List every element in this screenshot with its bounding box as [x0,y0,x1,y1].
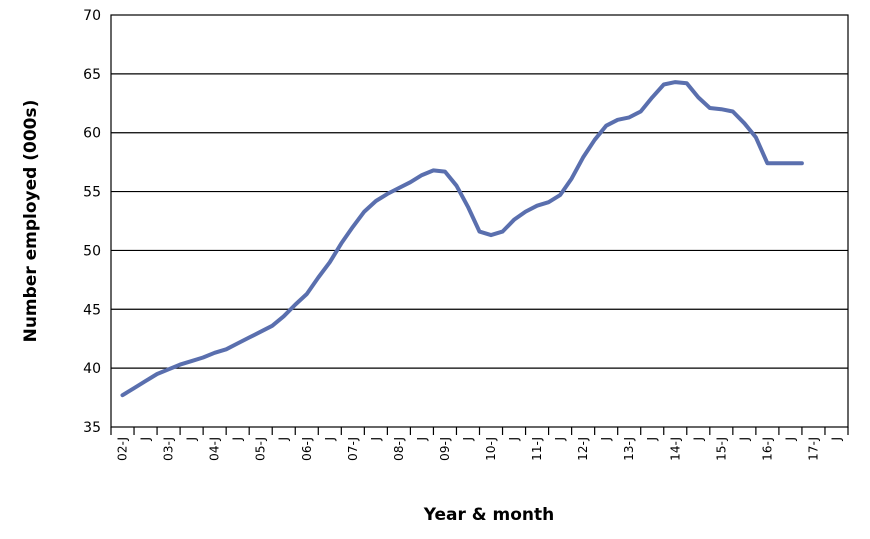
x-tick-label: 17-J [806,437,820,461]
x-tick-label: 09-J [438,437,452,461]
y-axis-title: Number employed (000s) [21,100,41,343]
x-tick-label: 11-J [530,437,544,461]
x-tick-label: 15-J [714,437,728,461]
x-tick-label: 12-J [576,437,590,461]
y-tick-label: 60 [83,126,101,142]
x-tick-label: J [507,437,521,442]
series-line [120,80,804,398]
x-tick-label: 03-J [162,437,176,461]
x-axis-title: Year & month [423,505,555,525]
x-tick-label: J [829,437,843,442]
x-tick-label: J [415,437,429,442]
x-tick-label: 06-J [300,437,314,461]
y-axis-ticks: 35 40 45 50 55 60 65 70 [83,8,101,436]
x-tick-label: 16-J [760,437,774,461]
x-tick-label: J [323,437,337,442]
x-tick-label: 13-J [622,437,636,461]
x-tick-label: 08-J [392,437,406,461]
y-tick-label: 65 [83,67,101,83]
x-tick-label: 04-J [208,437,222,461]
y-tick-label: 40 [83,361,101,377]
x-tick-label: J [461,437,475,442]
y-tick-label: 45 [83,302,101,318]
x-tick-label: J [783,437,797,442]
x-tick-label: J [737,437,751,442]
x-tick-label: 14-J [668,437,682,461]
y-tick-label: 35 [83,420,101,436]
x-tick-label: 05-J [254,437,268,461]
x-tick-label: J [185,437,199,442]
x-tick-label: J [645,437,659,442]
x-tick-label: J [277,437,291,442]
x-tick-label: 07-J [346,437,360,461]
y-tick-label: 70 [83,8,101,24]
x-tick-label: J [691,437,705,442]
x-tick-label: J [369,437,383,442]
x-axis-ticks: 02-J J 03-J J 04-J J 05-J J 06-J J 07-J J 08-J J 09-J J… [110,427,849,461]
x-tick-label: 02-J [116,437,130,461]
x-tick-label: J [139,437,153,442]
y-tick-label: 50 [83,243,101,259]
x-tick-label: 10-J [484,437,498,461]
x-tick-label: J [231,437,245,442]
x-tick-label: J [599,437,613,442]
y-tick-label: 55 [83,185,101,201]
x-tick-label: J [553,437,567,442]
gridlines [111,73,848,369]
plot-area-border [110,14,849,428]
